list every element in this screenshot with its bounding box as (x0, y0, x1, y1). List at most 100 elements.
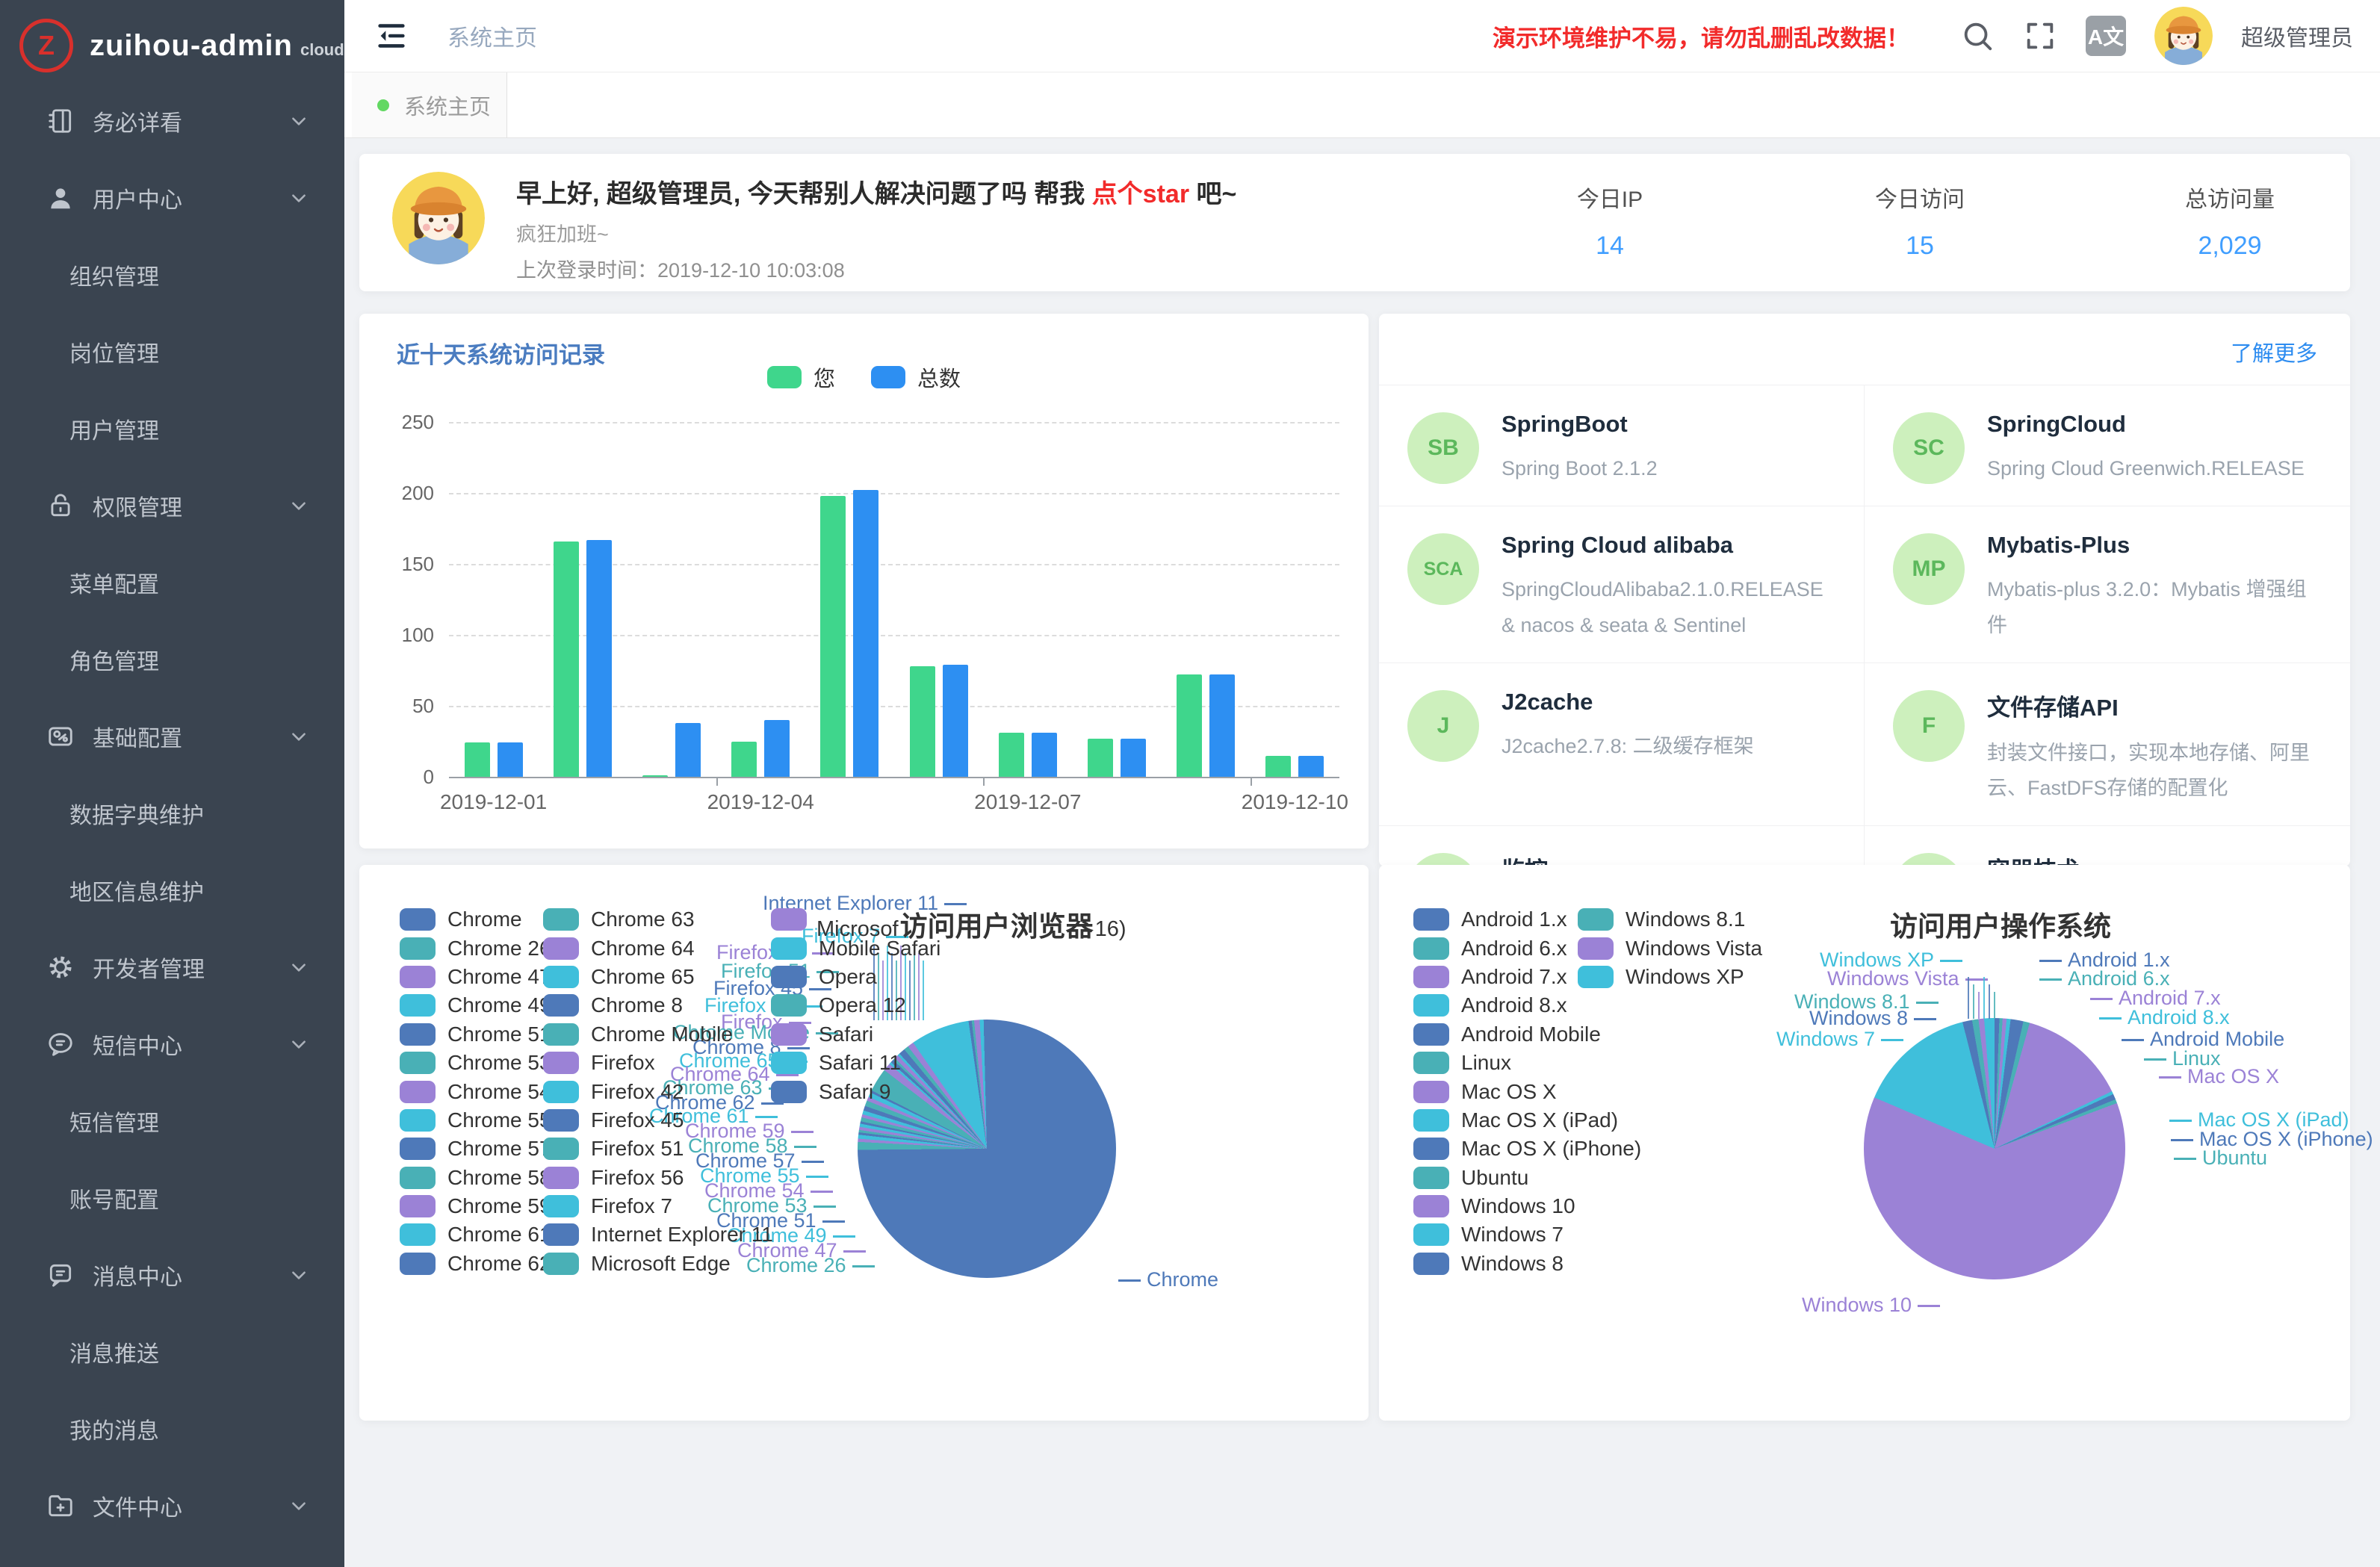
sidebar-item-17[interactable]: 我的消息 (0, 1390, 344, 1467)
x-axis-label: 2019-12-04 (707, 790, 814, 814)
bar-group (1265, 422, 1324, 777)
sidebar-item-3[interactable]: 岗位管理 (0, 313, 344, 390)
legend-item[interactable]: Chrome 54 (400, 1077, 551, 1105)
sidebar-item-11[interactable]: 开发者管理 (0, 928, 344, 1005)
collapse-menu-icon[interactable] (374, 19, 409, 53)
legend-label: Mac OS X (1461, 1080, 1557, 1104)
legend-item[interactable]: Safari (771, 1020, 940, 1049)
breadcrumb[interactable]: 系统主页 (447, 19, 537, 52)
pie-leader-line (1989, 984, 1990, 1019)
current-user-name[interactable]: 超级管理员 (2241, 19, 2353, 52)
legend-item[interactable]: Mac OS X (1413, 1077, 1641, 1105)
legend-item[interactable]: Chrome 63 (543, 905, 773, 934)
pie-slice-label: Mac OS X (2153, 1065, 2279, 1088)
sidebar-item-16[interactable]: 消息推送 (0, 1313, 344, 1390)
y-axis-label: 50 (367, 695, 434, 718)
legend-item[interactable]: Chrome (400, 905, 551, 934)
legend-item[interactable]: Chrome 51 (400, 1020, 551, 1049)
legend-item[interactable]: Firefox 42 (543, 1077, 773, 1105)
sidebar-item-5[interactable]: 权限管理 (0, 467, 344, 544)
legend-item[interactable]: Chrome 64 (543, 934, 773, 962)
legend-item[interactable]: Windows 8.1 (1578, 905, 1762, 934)
legend-label: Chrome 47 (447, 965, 551, 989)
sidebar-item-13[interactable]: 短信管理 (0, 1082, 344, 1159)
legend-item[interactable]: Windows XP (1578, 963, 1762, 991)
pie-chart[interactable] (1864, 1018, 2125, 1279)
chat-icon (46, 1030, 75, 1058)
sidebar-item-4[interactable]: 用户管理 (0, 390, 344, 467)
language-switch-icon[interactable]: A文 (2086, 16, 2126, 56)
legend-item[interactable]: Opera (771, 963, 940, 991)
sidebar-item-9[interactable]: 数据字典维护 (0, 775, 344, 851)
legend-item[interactable]: Ubuntu (1413, 1164, 1641, 1192)
legend-item[interactable]: Firefox 7 (543, 1192, 773, 1220)
legend-item[interactable]: Android Mobile (1413, 1020, 1641, 1049)
fullscreen-icon[interactable] (2023, 19, 2057, 53)
pie-slice-label: Windows 7 (1776, 1028, 1909, 1051)
tech-desc: J2cache2.7.8: 二级缓存框架 (1502, 729, 1754, 764)
legend-item[interactable]: Microsoft Edge (543, 1250, 773, 1278)
legend-label: Chrome 57 (447, 1137, 551, 1161)
legend-item[interactable]: Chrome 49 (400, 991, 551, 1020)
sidebar-item-1[interactable]: 用户中心 (0, 159, 344, 236)
legend-item[interactable]: Chrome 26 (400, 934, 551, 962)
legend-label: Firefox 51 (591, 1137, 684, 1161)
legend-item[interactable]: Chrome 65 (543, 963, 773, 991)
sidebar-item-15[interactable]: 消息中心 (0, 1236, 344, 1313)
legend-item[interactable]: Chrome 53 (400, 1049, 551, 1077)
legend-item[interactable]: Safari 9 (771, 1077, 940, 1105)
legend-item[interactable]: Chrome 58 (400, 1164, 551, 1192)
legend-item[interactable]: Chrome 62 (400, 1250, 551, 1278)
legend-swatch (1578, 908, 1614, 931)
x-axis-tick (1251, 777, 1252, 786)
legend-item[interactable]: Internet Explorer 11 (543, 1220, 773, 1249)
sidebar-item-7[interactable]: 角色管理 (0, 621, 344, 698)
legend-item[interactable]: Windows Vista (1578, 934, 1762, 962)
legend-item[interactable]: Windows 8 (1413, 1250, 1641, 1278)
legend-item[interactable]: Mac OS X (iPhone) (1413, 1135, 1641, 1163)
sidebar-item-8[interactable]: 基础配置 (0, 698, 344, 775)
legend-item[interactable]: Chrome 47 (400, 963, 551, 991)
tab-system-home[interactable]: 系统主页 (352, 72, 507, 137)
pie-slice-label: Windows 10 (1802, 1294, 1946, 1317)
sidebar-item-2[interactable]: 组织管理 (0, 236, 344, 313)
legend-item[interactable]: Chrome Mobile (543, 1020, 773, 1049)
x-axis-tick (983, 777, 985, 786)
legend-item[interactable]: Chrome 61 (400, 1220, 551, 1249)
y-axis-label: 0 (367, 766, 434, 789)
legend-swatch (400, 1023, 436, 1046)
legend-item[interactable]: Android 8.x (1413, 991, 1641, 1020)
legend-item[interactable]: Opera 12 (771, 991, 940, 1020)
legend-item[interactable]: Linux (1413, 1049, 1641, 1077)
stat-total-visits: 总访问量2,029 (2095, 181, 2364, 261)
sidebar-item-0[interactable]: 务必详看 (0, 82, 344, 159)
legend-item[interactable]: Chrome 8 (543, 991, 773, 1020)
legend-item[interactable]: Firefox 45 (543, 1106, 773, 1135)
chevron-down-icon (289, 1034, 309, 1054)
legend-item[interactable]: Firefox 56 (543, 1164, 773, 1192)
learn-more-link[interactable]: 了解更多 (2231, 336, 2317, 367)
legend-item[interactable]: Windows 7 (1413, 1220, 1641, 1249)
legend-label: Microsoft Edge (591, 1252, 731, 1276)
legend-item[interactable]: Firefox 51 (543, 1135, 773, 1163)
legend-item[interactable]: Mac OS X (iPad) (1413, 1106, 1641, 1135)
sidebar-item-12[interactable]: 短信中心 (0, 1005, 344, 1082)
legend-swatch (400, 994, 436, 1017)
search-icon[interactable] (1960, 19, 1995, 53)
tech-item-2: SCASpring Cloud alibabaSpringCloudAlibab… (1379, 506, 1865, 663)
bar-chart-plot[interactable]: 2502001501005002019-12-012019-12-042019-… (359, 314, 1369, 848)
sidebar-item-label: 短信中心 (93, 1028, 182, 1061)
legend-item[interactable]: Firefox (543, 1049, 773, 1077)
legend-item[interactable]: Chrome 59 (400, 1192, 551, 1220)
bar-group (731, 422, 790, 777)
star-link[interactable]: 点个star (1092, 180, 1189, 208)
sidebar-item-6[interactable]: 菜单配置 (0, 544, 344, 621)
sidebar-item-18[interactable]: 文件中心 (0, 1467, 344, 1544)
user-avatar[interactable] (2154, 7, 2213, 65)
legend-item[interactable]: Windows 10 (1413, 1192, 1641, 1220)
legend-item[interactable]: Chrome 57 (400, 1135, 551, 1163)
legend-item[interactable]: Chrome 55 (400, 1106, 551, 1135)
sidebar-item-14[interactable]: 账号配置 (0, 1159, 344, 1236)
sidebar-item-10[interactable]: 地区信息维护 (0, 851, 344, 928)
legend-item[interactable]: Safari 11 (771, 1049, 940, 1077)
